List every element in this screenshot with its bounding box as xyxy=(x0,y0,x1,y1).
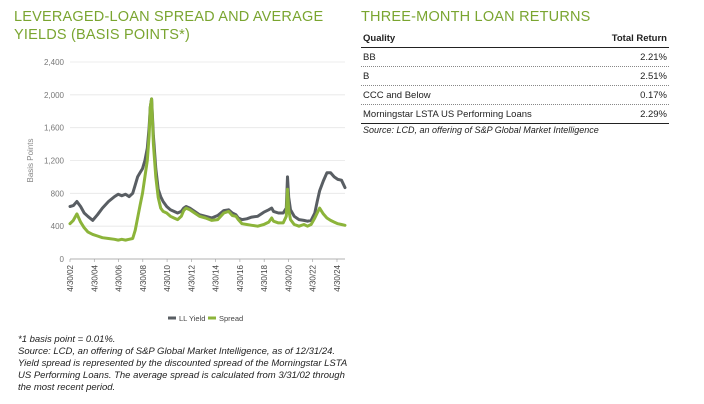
footnote-basis-point: *1 basis point = 0.01%. xyxy=(18,334,116,345)
table-source: Source: LCD, an offering of S&P Global M… xyxy=(363,125,599,135)
quality-cell: BB xyxy=(361,47,591,67)
total-return-header: Total Return xyxy=(590,31,669,48)
quality-cell: Morningstar LSTA US Performing Loans xyxy=(361,104,591,124)
y-tick-label: 2,000 xyxy=(44,91,65,100)
return-cell: 2.29% xyxy=(590,104,669,124)
returns-title: THREE-MONTH LOAN RETURNS xyxy=(361,9,591,25)
spread-line xyxy=(68,97,347,242)
x-tick-label: 4/30/08 xyxy=(139,264,148,291)
y-tick-label: 1,600 xyxy=(44,124,65,133)
loan-returns-table: Quality Total Return BB 2.21% B 2.51% CC… xyxy=(361,31,669,124)
footnote: *1 basis point = 0.01%. Source: LCD, an … xyxy=(18,334,348,394)
legend-label-spread: Spread xyxy=(219,314,243,323)
x-tick-label: 4/30/10 xyxy=(163,264,172,291)
quality-cell: B xyxy=(361,66,591,86)
y-tick-label: 800 xyxy=(51,189,65,198)
footnote-source: Source: LCD, an offering of S&P Global M… xyxy=(18,346,347,393)
x-tick-label: 4/30/02 xyxy=(66,264,75,291)
quality-cell: CCC and Below xyxy=(361,85,591,105)
legend-label-yield: LL Yield xyxy=(179,314,205,323)
return-cell: 2.21% xyxy=(590,47,669,67)
y-axis-label: Basis Points xyxy=(26,138,35,182)
y-tick-label: 1,200 xyxy=(44,157,65,166)
table-header-row: Quality Total Return xyxy=(361,31,669,48)
x-tick-label: 4/30/14 xyxy=(212,264,221,291)
x-tick-label: 4/30/06 xyxy=(115,264,124,291)
quality-header: Quality xyxy=(361,31,591,48)
y-tick-label: 2,400 xyxy=(44,58,65,67)
x-tick-label: 4/30/16 xyxy=(236,264,245,291)
x-tick-label: 4/30/24 xyxy=(333,264,342,291)
x-tick-label: 4/30/04 xyxy=(90,264,99,291)
table-row: BB 2.21% xyxy=(361,47,669,67)
table-row: Morningstar LSTA US Performing Loans 2.2… xyxy=(361,104,669,124)
x-tick-label: 4/30/22 xyxy=(309,264,318,291)
table-row: CCC and Below 0.17% xyxy=(361,85,669,105)
x-tick-label: 4/30/12 xyxy=(187,264,196,291)
ll-yield-line xyxy=(68,97,347,223)
x-tick-label: 4/30/18 xyxy=(260,264,269,291)
y-tick-label: 0 xyxy=(60,255,65,264)
return-cell: 2.51% xyxy=(590,66,669,86)
chart-title: LEVERAGED-LOAN SPREAD AND AVERAGE YIELDS… xyxy=(14,9,324,43)
x-tick-label: 4/30/20 xyxy=(284,264,293,291)
table-row: B 2.51% xyxy=(361,66,669,86)
y-tick-label: 400 xyxy=(51,222,65,231)
return-cell: 0.17% xyxy=(590,85,669,105)
